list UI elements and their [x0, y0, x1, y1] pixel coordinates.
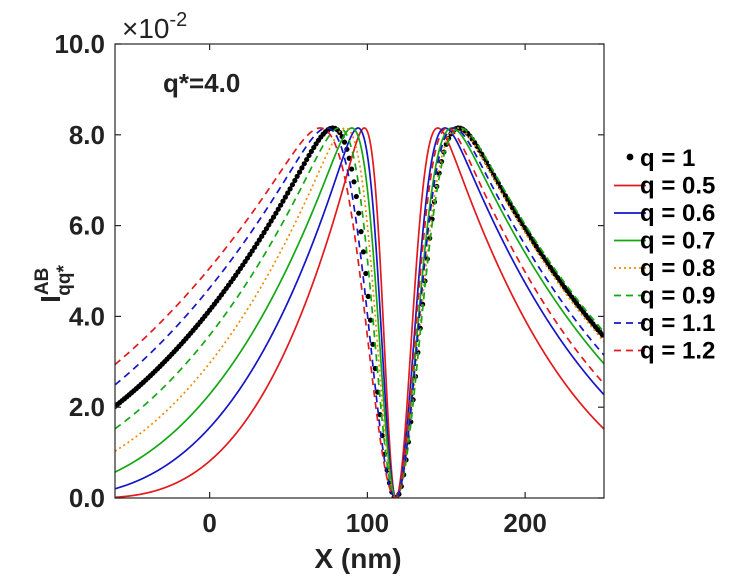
data-point [282, 194, 288, 200]
y-tick-label: 2.0 [69, 392, 105, 422]
data-point [363, 270, 369, 277]
y-tick-label: 10.0 [54, 29, 105, 59]
data-point [261, 229, 267, 236]
y-label-base: I [35, 295, 66, 303]
data-point [360, 249, 367, 255]
data-point [358, 229, 364, 235]
y-axis-label: IABqq* [32, 264, 75, 302]
legend-label: q = 0.7 [640, 228, 715, 255]
series-line [115, 127, 604, 498]
series-line [115, 127, 604, 498]
data-point [266, 222, 272, 228]
data-point [509, 205, 516, 211]
x-axis-label: X (nm) [314, 543, 401, 574]
exponent-prefix: ×10 [122, 13, 170, 44]
data-point [254, 241, 260, 247]
y-tick-label: 6.0 [69, 211, 105, 241]
data-point [289, 182, 296, 188]
y-label-subscript: qq* [54, 264, 75, 295]
data-point [599, 332, 604, 338]
series-line [115, 127, 604, 498]
data-point [514, 213, 520, 219]
data-point [311, 144, 317, 151]
data-point [259, 233, 265, 239]
y-label-superscript: AB [32, 268, 53, 295]
data-point [292, 177, 298, 184]
data-point [353, 193, 359, 200]
data-point [370, 341, 376, 347]
data-point [301, 161, 307, 167]
data-point [296, 169, 303, 175]
legend-label: q = 1.1 [640, 310, 715, 337]
data-point [304, 156, 310, 163]
data-point [299, 165, 305, 171]
exponent-power: -2 [170, 9, 188, 31]
data-point [273, 210, 279, 216]
legend: q = 1q = 0.5q = 0.6q = 0.7q = 0.8q = 0.9… [614, 145, 715, 365]
data-point [367, 317, 374, 323]
data-point [280, 198, 286, 204]
data-point [275, 206, 281, 212]
legend-label: q = 1.2 [640, 338, 715, 365]
series-line [115, 127, 604, 498]
ticks-layer: 0.0 2.0 4.0 6.0 8.0 10.0 0 100 200 [54, 29, 604, 538]
data-point [278, 202, 284, 208]
data-point [365, 293, 371, 299]
data-point [287, 186, 293, 192]
legend-label: q = 1 [640, 145, 695, 172]
data-point [256, 237, 262, 243]
legend-label: q = 0.8 [640, 255, 715, 282]
legend-label: q = 0.6 [640, 200, 715, 227]
series-layer [115, 125, 604, 498]
y-tick-label: 4.0 [69, 301, 105, 331]
data-point [341, 139, 348, 145]
annotation-text: q*=4.0 [163, 68, 240, 98]
data-point [349, 166, 355, 172]
y-tick-label: 8.0 [69, 120, 105, 150]
series-line [115, 127, 604, 498]
data-point [285, 190, 291, 196]
data-point [472, 140, 478, 146]
exponent-label: ×10-2 [122, 9, 187, 44]
data-point [294, 173, 300, 179]
data-point [268, 218, 274, 224]
data-point [263, 226, 270, 232]
data-point [356, 210, 362, 216]
x-tick-label: 100 [346, 508, 389, 538]
series-line [115, 127, 604, 498]
series-dots [115, 125, 604, 498]
x-tick-label: 0 [202, 508, 216, 538]
data-point [270, 214, 277, 220]
series-line [115, 127, 604, 498]
y-tick-label: 0.0 [69, 483, 105, 513]
svg-text:IABqq*: IABqq* [32, 264, 75, 302]
data-point [306, 152, 312, 159]
legend-marker [626, 153, 634, 161]
legend-label: q = 0.9 [640, 283, 715, 310]
legend-label: q = 0.5 [640, 173, 715, 200]
plot-frame [114, 43, 605, 499]
x-tick-label: 200 [503, 508, 546, 538]
data-point [351, 179, 357, 185]
data-point [308, 148, 314, 155]
data-point [479, 151, 485, 157]
